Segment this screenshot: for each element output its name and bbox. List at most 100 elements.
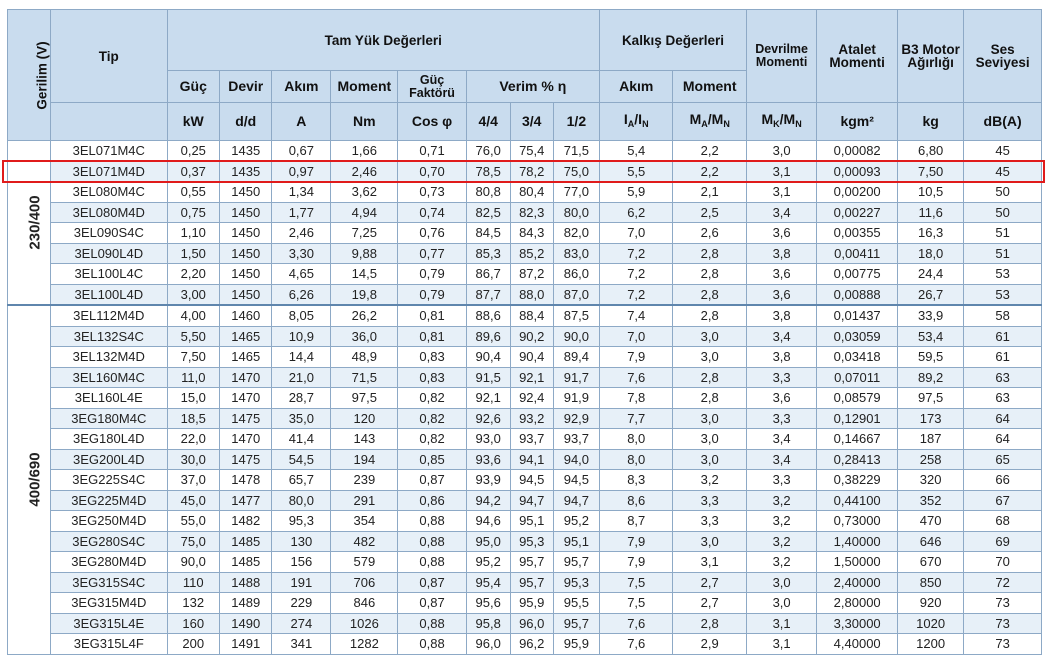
table-cell: 95,6	[465, 592, 511, 614]
table-cell: 8,3	[598, 469, 674, 491]
table-cell: 3,1	[745, 633, 818, 655]
table-cell: 7,2	[598, 263, 674, 285]
table-cell: 70	[963, 551, 1042, 573]
motor-type-cell: 3EL080M4C	[50, 181, 168, 203]
table-cell: 258	[897, 448, 965, 470]
table-cell: 3,4	[745, 325, 818, 347]
unit-cos-phi: Cos φ	[397, 102, 467, 141]
table-cell: 2,5	[672, 201, 747, 223]
table-cell: 0,70	[397, 160, 467, 182]
table-cell: 3,2	[745, 489, 818, 511]
table-cell: 3,30000	[816, 612, 899, 634]
table-cell: 26,7	[897, 283, 965, 306]
table-cell: 3,0	[672, 407, 747, 429]
table-cell: 0,87	[397, 469, 467, 491]
table-cell: 1026	[330, 612, 399, 634]
table-cell: 156	[271, 551, 332, 573]
table-cell: 846	[330, 592, 399, 614]
table-cell: 3,30	[271, 242, 332, 264]
table-cell: 1475	[218, 448, 273, 470]
table-cell: 0,00888	[816, 283, 899, 306]
table-cell: 3,6	[745, 387, 818, 409]
table-cell: 3,3	[745, 469, 818, 491]
table-cell: 1450	[218, 263, 273, 285]
table-cell: 80,0	[271, 489, 332, 511]
table-cell: 1450	[218, 222, 273, 244]
table-cell: 0,03059	[816, 325, 899, 347]
unit-dba: dB(A)	[963, 102, 1042, 141]
table-row: 3EG225S4C 37,0 1478 65,7 239 0,87 93,9 94,5 94,5…	[8, 469, 1042, 491]
table-cell: 3,3	[745, 366, 818, 388]
table-row: 3EG280S4C 75,0 1485 130 482 0,88 95,0 95,3 95,1 7…	[8, 530, 1042, 552]
table-cell: 0,79	[397, 283, 467, 306]
table-cell: 8,6	[598, 489, 674, 511]
table-cell: 2,2	[672, 140, 747, 162]
table-cell: 71,5	[552, 140, 601, 162]
table-cell: 2,8	[672, 366, 747, 388]
table-cell: 75,0	[552, 160, 601, 182]
table-cell: 0,00775	[816, 263, 899, 285]
table-cell: 0,81	[397, 304, 467, 327]
table-cell: 86,0	[552, 263, 601, 285]
table-cell: 95,3	[552, 571, 601, 593]
motor-type-cell: 3EG180M4C	[50, 407, 168, 429]
table-cell: 95,2	[465, 551, 511, 573]
table-cell: 0,01437	[816, 304, 899, 327]
table-cell: 1450	[218, 242, 273, 264]
table-cell: 11,0	[166, 366, 221, 388]
table-cell: 0,87	[397, 571, 467, 593]
table-row: 3EG315M4D 132 1489 229 846 0,87 95,6 95,9 95,5 7,…	[8, 592, 1042, 614]
table-cell: 95,1	[552, 530, 601, 552]
table-cell: 1465	[218, 325, 273, 347]
table-cell: 95,7	[509, 571, 554, 593]
table-cell: 1485	[218, 551, 273, 573]
table-cell: 3,4	[745, 428, 818, 450]
table-cell: 200	[166, 633, 221, 655]
motor-type-cell: 3EG280M4D	[50, 551, 168, 573]
table-cell: 2,7	[672, 571, 747, 593]
table-cell: 0,83	[397, 346, 467, 368]
table-cell: 15,0	[166, 387, 221, 409]
table-cell: 1488	[218, 571, 273, 593]
table-cell: 64	[963, 428, 1042, 450]
voltage-group-label: 400/690	[26, 452, 44, 507]
table-cell: 3,2	[745, 530, 818, 552]
table-cell: 11,6	[897, 201, 965, 223]
table-cell: 4,00	[166, 304, 221, 327]
table-cell: 1489	[218, 592, 273, 614]
motor-type-cell: 3EL100L4C	[50, 263, 168, 285]
table-cell: 10,5	[897, 181, 965, 203]
table-cell: 73	[963, 592, 1042, 614]
table-cell: 354	[330, 510, 399, 532]
table-cell: 94,7	[552, 489, 601, 511]
table-cell: 88,6	[465, 304, 511, 327]
unit-ma-mn: MA/MN	[672, 102, 747, 141]
table-row: 3EL100L4D 3,00 1450 6,26 19,8 0,79 87,7 88,0 87,…	[8, 283, 1042, 306]
table-cell: 7,2	[598, 242, 674, 264]
table-cell: 91,7	[552, 366, 601, 388]
table-cell: 229	[271, 592, 332, 614]
table-cell: 86,7	[465, 263, 511, 285]
table-cell: 95,8	[465, 612, 511, 634]
table-row: 3EG315S4C 110 1488 191 706 0,87 95,4 95,7 95,3 7,…	[8, 571, 1042, 593]
devrilme-header: Devrilme Momenti	[745, 9, 818, 103]
table-cell: 9,88	[330, 242, 399, 264]
table-cell: 18,5	[166, 407, 221, 429]
table-cell: 3,62	[330, 181, 399, 203]
table-row: 3EL160M4C 11,0 1470 21,0 71,5 0,83 91,5 92,1 91,…	[8, 366, 1042, 388]
table-cell: 920	[897, 592, 965, 614]
table-cell: 90,4	[509, 346, 554, 368]
motor-type-cell: 3EL090L4D	[50, 242, 168, 264]
table-cell: 187	[897, 428, 965, 450]
table-cell: 80,4	[509, 181, 554, 203]
table-cell: 65	[963, 448, 1042, 470]
motor-type-cell: 3EG315L4F	[50, 633, 168, 655]
table-cell: 1465	[218, 346, 273, 368]
table-cell: 1,34	[271, 181, 332, 203]
table-row: 3EG180L4D 22,0 1470 41,4 143 0,82 93,0 93,7 93,7…	[8, 428, 1042, 450]
table-cell: 30,0	[166, 448, 221, 470]
table-row: 3EL132M4D 7,50 1465 14,4 48,9 0,83 90,4 90,4 89,…	[8, 346, 1042, 368]
table-cell: 352	[897, 489, 965, 511]
table-cell: 8,7	[598, 510, 674, 532]
table-cell: 53	[963, 283, 1042, 306]
